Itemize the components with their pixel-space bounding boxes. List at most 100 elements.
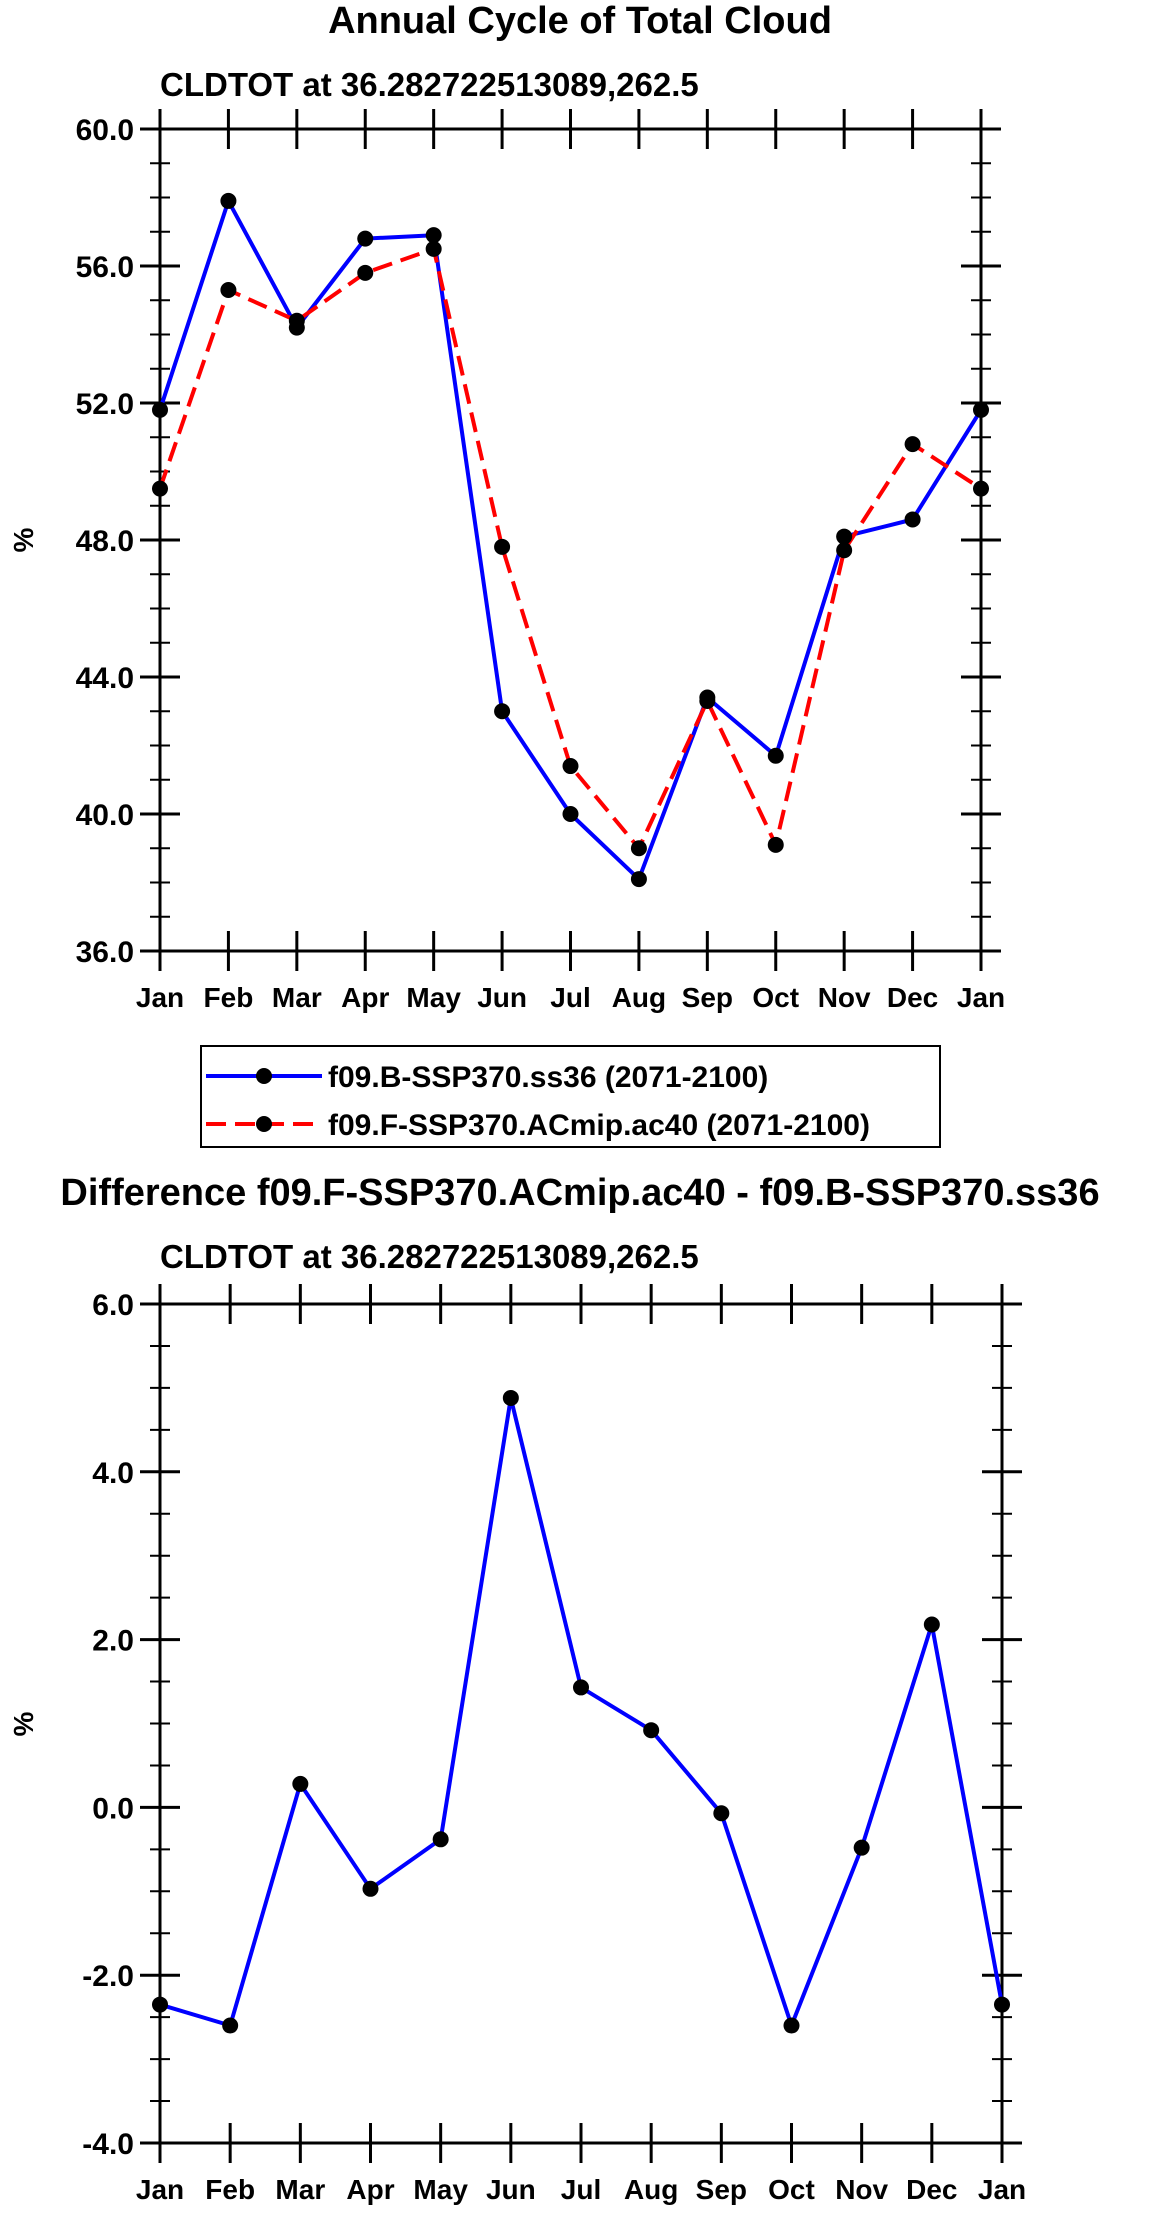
chart-2-plot-area [158, 1302, 1004, 2145]
legend-marker-series-2 [256, 1116, 272, 1132]
x-tick-label: Jul [550, 982, 590, 1013]
data-point-series-1 [362, 1880, 379, 1897]
chart-2-subtitle: CLDTOT at 36.282722513089,262.5 [160, 1238, 699, 1275]
data-point-series-2 [836, 542, 853, 559]
data-point-series-2 [425, 240, 442, 257]
data-point-series-2 [562, 758, 579, 775]
y-tick-label: 56.0 [76, 251, 134, 284]
x-tick-label: Aug [612, 982, 666, 1013]
x-tick-label: Dec [887, 982, 938, 1013]
x-tick-label: Jun [486, 2174, 536, 2205]
data-point-series-2 [630, 840, 647, 857]
legend-marker-series-1 [256, 1068, 272, 1084]
data-point-series-1 [643, 1722, 660, 1739]
y-tick-label: 40.0 [76, 799, 134, 832]
legend-box [200, 1045, 941, 1148]
x-tick-label: Mar [275, 2174, 325, 2205]
x-tick-label: Feb [204, 982, 254, 1013]
data-point-series-1 [357, 230, 374, 247]
data-point-series-2 [357, 264, 374, 281]
x-tick-label: Jan [136, 2174, 184, 2205]
y-tick-label: 0.0 [92, 1792, 134, 1825]
data-point-series-1 [973, 401, 989, 418]
chart-2-ylabel: % [8, 1711, 39, 1736]
data-point-series-2 [494, 538, 511, 555]
data-point-series-1 [767, 747, 784, 764]
chart-2-x-tick-labels: Jan Feb Mar Apr May Jun Jul Aug Sep Oct Nov Dec Jan [136, 2174, 1026, 2205]
chart-2-axis-ticks [140, 1284, 1022, 2163]
data-point-series-2 [767, 836, 784, 853]
data-point-series-1 [783, 2017, 800, 2034]
x-tick-label: Jan [957, 982, 1005, 1013]
y-tick-label: -4.0 [82, 2128, 134, 2161]
data-point-series-1 [630, 871, 647, 888]
x-tick-label: Jul [561, 2174, 601, 2205]
data-point-series-2 [288, 312, 305, 329]
data-point-series-1 [222, 2017, 239, 2034]
x-tick-label: Apr [346, 2174, 394, 2205]
x-tick-label: May [406, 982, 461, 1013]
chart-1-ylabel: % [8, 527, 39, 552]
x-tick-label: Jun [477, 982, 527, 1013]
data-point-series-1 [923, 1616, 940, 1633]
legend: f09.B-SSP370.ss36 (2071-2100) f09.F-SSP3… [200, 1045, 941, 1148]
data-point-series-1 [853, 1839, 870, 1856]
data-point-series-1 [425, 227, 442, 244]
x-tick-label: Jan [978, 2174, 1026, 2205]
data-point-series-1 [292, 1775, 309, 1792]
data-point-series-1 [573, 1679, 589, 1696]
x-tick-label: May [413, 2174, 468, 2205]
series-line-1 [158, 198, 983, 882]
data-point-series-2 [220, 281, 237, 298]
x-tick-label: Sep [696, 2174, 747, 2205]
data-point-series-1 [562, 806, 579, 822]
data-point-series-1 [713, 1805, 730, 1822]
y-tick-label: 60.0 [76, 114, 134, 147]
y-tick-label: 52.0 [76, 388, 134, 421]
data-point-series-1 [494, 703, 511, 720]
data-point-series-1 [502, 1389, 519, 1406]
data-point-series-1 [904, 511, 921, 528]
data-point-series-1 [152, 1996, 168, 2013]
y-tick-label: 36.0 [76, 936, 134, 969]
x-tick-label: Apr [341, 982, 389, 1013]
data-point-series-1 [994, 1996, 1010, 2013]
data-point-series-1 [836, 528, 853, 545]
chart-1-axis-ticks [140, 109, 1001, 971]
data-point-series-1 [220, 192, 237, 209]
chart-1-title: Annual Cycle of Total Cloud [328, 0, 832, 42]
x-tick-label: Mar [272, 982, 322, 1013]
y-tick-label: 4.0 [92, 1457, 134, 1490]
x-tick-label: Aug [624, 2174, 678, 2205]
x-tick-label: Feb [205, 2174, 255, 2205]
data-point-series-2 [973, 480, 989, 497]
y-tick-label: 44.0 [76, 662, 134, 695]
chart-2-y-tick-labels: -4.0 -2.0 0.0 2.0 4.0 6.0 [82, 1289, 134, 2161]
chart-1-subtitle: CLDTOT at 36.282722513089,262.5 [160, 66, 699, 103]
legend-label-series-1: f09.B-SSP370.ss36 (2071-2100) [328, 1061, 768, 1094]
series-line-1 [159, 1396, 1004, 2028]
x-tick-label: Oct [752, 982, 799, 1013]
data-point-series-1 [432, 1831, 449, 1848]
chart-2-title: Difference f09.F-SSP370.ACmip.ac40 - f09… [60, 1172, 1099, 1214]
x-tick-label: Sep [682, 982, 733, 1013]
chart-1-plot-area [158, 127, 983, 953]
x-tick-label: Dec [906, 2174, 957, 2205]
y-tick-label: -2.0 [82, 1960, 134, 1993]
x-tick-label: Oct [768, 2174, 815, 2205]
y-tick-label: 2.0 [92, 1625, 134, 1658]
chart-1-y-tick-labels: 36.0 40.0 44.0 48.0 52.0 56.0 60.0 [76, 114, 134, 969]
data-point-series-2 [904, 436, 921, 453]
x-tick-label: Nov [818, 982, 871, 1013]
x-tick-label: Nov [835, 2174, 888, 2205]
data-point-series-1 [152, 401, 168, 418]
chart-2-series [152, 1389, 1010, 2034]
x-tick-label: Jan [136, 982, 184, 1013]
chart-1-x-tick-labels: Jan Feb Mar Apr May Jun Jul Aug Sep Oct Nov Dec Jan [136, 982, 1005, 1013]
chart-1-series [152, 192, 989, 888]
y-tick-label: 6.0 [92, 1289, 134, 1322]
legend-label-series-2: f09.F-SSP370.ACmip.ac40 (2071-2100) [328, 1109, 870, 1142]
y-tick-label: 48.0 [76, 525, 134, 558]
data-point-series-2 [152, 480, 168, 497]
